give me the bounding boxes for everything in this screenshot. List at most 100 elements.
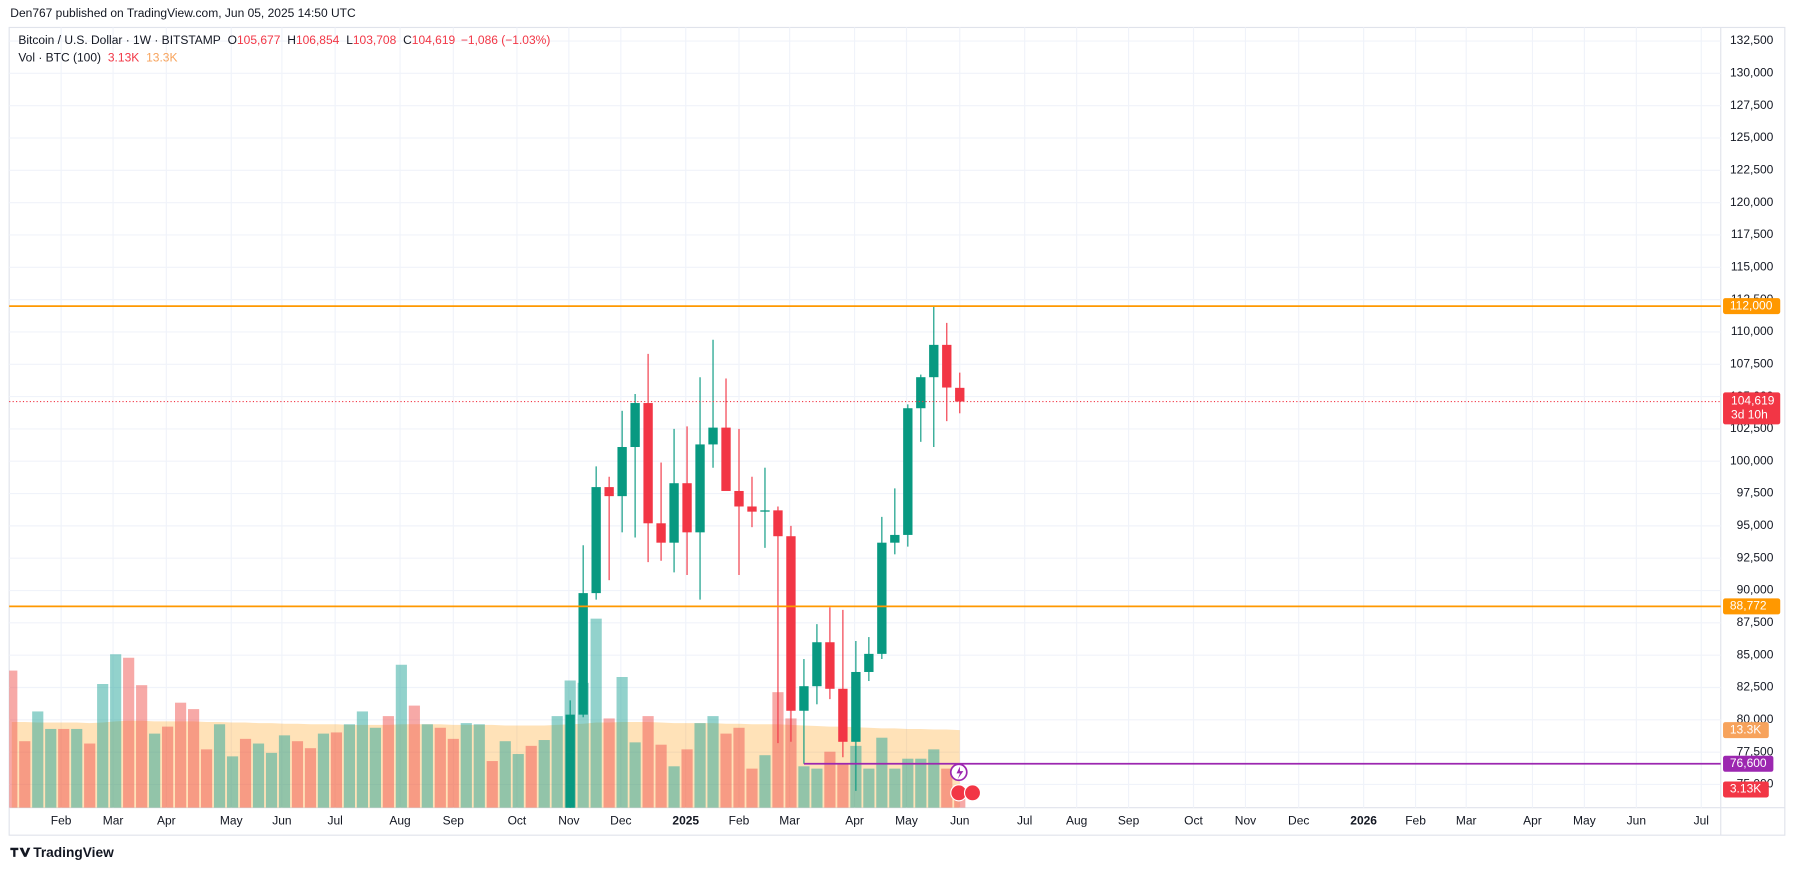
candle-body xyxy=(643,403,653,524)
volume-bar xyxy=(123,657,135,808)
volume-bar xyxy=(772,692,784,808)
candle-body xyxy=(812,642,822,687)
candle-body xyxy=(630,403,640,448)
volume-bar xyxy=(577,682,589,808)
volume-bar xyxy=(707,716,719,808)
volume-bar xyxy=(317,733,330,808)
flag-icon xyxy=(963,784,982,802)
level-tag xyxy=(1723,298,1781,315)
candle-body xyxy=(955,387,965,402)
legend-volume: Vol · BTC (100) 3.13K 13.3K xyxy=(18,51,177,65)
volume-bar xyxy=(941,768,953,808)
y-tick-label: 110,000 xyxy=(1731,324,1774,338)
volume-bar xyxy=(447,738,459,808)
x-tick-label: 2026 xyxy=(1350,814,1377,828)
volume-bar xyxy=(538,740,550,808)
x-tick-label: Feb xyxy=(1405,814,1426,828)
y-tick-label: 85,000 xyxy=(1737,647,1774,661)
legend-key: C xyxy=(403,33,412,47)
y-tick-label: 120,000 xyxy=(1730,195,1774,209)
volume-bar xyxy=(369,727,381,808)
volume-bar xyxy=(668,766,680,808)
candle-body xyxy=(656,523,666,543)
legend-key: O xyxy=(228,33,237,47)
volume-tag-label: 3.13K xyxy=(1730,782,1761,796)
grid xyxy=(9,27,1721,808)
byline: Den767 published on TradingView.com, Jun… xyxy=(10,6,356,20)
x-tick-label: Jun xyxy=(272,814,291,828)
volume-bar xyxy=(304,748,317,808)
volume-bar xyxy=(603,718,615,808)
x-tick-label: Nov xyxy=(1235,814,1256,828)
x-tick-label: Apr xyxy=(845,814,864,828)
candle-body xyxy=(721,427,731,491)
y-tick-label: 122,500 xyxy=(1730,162,1774,176)
volume-ma-tag xyxy=(1723,722,1769,739)
x-tick-label: Jun xyxy=(1627,814,1646,828)
volume-bar xyxy=(9,670,18,808)
volume-bar xyxy=(733,727,745,808)
price-tag-label: 104,619 xyxy=(1731,394,1775,408)
x-tick-label: Nov xyxy=(558,814,579,828)
x-tick-label: Mar xyxy=(103,814,124,828)
y-tick-label: 77,500 xyxy=(1737,744,1774,758)
volume-bar xyxy=(175,702,187,808)
volume-bar xyxy=(19,741,31,808)
y-tick-label: 102,500 xyxy=(1730,421,1774,435)
candle-body xyxy=(669,483,679,543)
candle-body xyxy=(851,671,861,742)
candle-body xyxy=(916,377,926,409)
candle-body xyxy=(942,344,952,388)
volume-bar xyxy=(694,723,706,808)
legend-key: L xyxy=(346,33,353,47)
y-tick-label: 82,500 xyxy=(1737,680,1774,694)
y-tick-label: 125,000 xyxy=(1730,130,1774,144)
candle-body xyxy=(747,506,757,512)
brand: TradingView xyxy=(33,845,114,860)
x-tick-label: Jul xyxy=(1017,814,1032,828)
x-tick-label: Apr xyxy=(157,814,176,828)
volume-bar xyxy=(785,718,797,808)
volume-bar xyxy=(343,724,356,808)
volume-bar xyxy=(110,654,122,808)
candle-body xyxy=(877,542,887,654)
volume-ma-value: 13.3K xyxy=(146,51,177,65)
candle-body xyxy=(773,510,783,537)
y-tick-label: 92,500 xyxy=(1737,550,1774,564)
candle-body xyxy=(864,653,874,672)
candle-body xyxy=(786,536,796,711)
candle-body xyxy=(760,510,770,512)
candle-body xyxy=(591,487,601,594)
level-tag-label: 112,000 xyxy=(1730,298,1773,312)
x-tick-label: Aug xyxy=(1066,814,1087,828)
level-tag-label: 76,600 xyxy=(1730,756,1767,770)
volume-bar xyxy=(84,743,96,808)
x-tick-label: Feb xyxy=(729,814,750,828)
volume-bar xyxy=(434,727,446,808)
candle-body xyxy=(617,447,627,497)
volume-bar xyxy=(200,749,213,808)
legend-value: 105,677 xyxy=(237,33,281,47)
volume-bar xyxy=(226,756,239,808)
volume-bar xyxy=(798,766,810,808)
volume-bar xyxy=(746,768,758,808)
volume-ma-tag-label: 13.3K xyxy=(1730,722,1761,736)
candle-body xyxy=(708,427,718,445)
x-tick-label: Sep xyxy=(443,814,465,828)
y-tick-label: 95,000 xyxy=(1737,518,1774,532)
y-tick-label: 127,500 xyxy=(1730,98,1774,112)
candle-body xyxy=(734,490,744,507)
x-tick-label: Oct xyxy=(508,814,527,828)
y-tick-label: 100,000 xyxy=(1730,453,1774,467)
candle-body xyxy=(890,534,900,543)
x-tick-label: Aug xyxy=(389,814,410,828)
x-tick-label: Jun xyxy=(950,814,969,828)
volume-bar xyxy=(915,758,927,808)
x-tick-label: Oct xyxy=(1184,814,1203,828)
legend-value: 103,708 xyxy=(353,33,397,47)
volume-bar xyxy=(811,768,823,808)
volume-bar xyxy=(136,685,148,808)
volume-bar xyxy=(408,705,420,808)
event-icon-bolt xyxy=(956,766,964,780)
